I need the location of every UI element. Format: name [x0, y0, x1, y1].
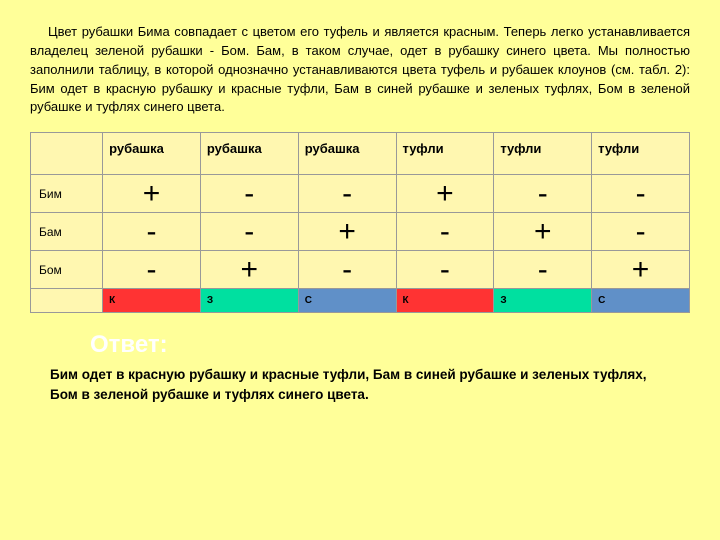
header-corner [31, 133, 103, 175]
answer-label: Ответ: [90, 331, 690, 359]
value-cell: - [396, 213, 494, 251]
color-row: К З С К З С [31, 289, 690, 313]
value-cell: + [298, 213, 396, 251]
logic-table: рубашка рубашка рубашка туфли туфли туфл… [30, 132, 690, 313]
color-cell-k: К [103, 289, 201, 313]
table-row: Бам - - + - + - [31, 213, 690, 251]
value-cell: + [103, 175, 201, 213]
table-row: Бим + - - + - - [31, 175, 690, 213]
value-cell: - [103, 213, 201, 251]
value-cell: - [298, 251, 396, 289]
value-cell: - [494, 251, 592, 289]
header-cell: рубашка [200, 133, 298, 175]
value-cell: - [592, 175, 690, 213]
value-cell: - [103, 251, 201, 289]
value-cell: + [592, 251, 690, 289]
value-cell: + [396, 175, 494, 213]
color-row-blank [31, 289, 103, 313]
header-cell: туфли [396, 133, 494, 175]
row-name: Бом [31, 251, 103, 289]
color-cell-s: С [298, 289, 396, 313]
header-row: рубашка рубашка рубашка туфли туфли туфл… [31, 133, 690, 175]
header-cell: рубашка [298, 133, 396, 175]
color-cell-z: З [200, 289, 298, 313]
header-cell: туфли [494, 133, 592, 175]
value-cell: - [200, 213, 298, 251]
table-row: Бом - + - - - + [31, 251, 690, 289]
header-cell: туфли [592, 133, 690, 175]
row-name: Бим [31, 175, 103, 213]
value-cell: - [396, 251, 494, 289]
value-cell: - [298, 175, 396, 213]
header-cell: рубашка [103, 133, 201, 175]
row-name: Бам [31, 213, 103, 251]
value-cell: - [494, 175, 592, 213]
value-cell: - [200, 175, 298, 213]
color-cell-z: З [494, 289, 592, 313]
answer-text: Бим одет в красную рубашку и красные туф… [50, 365, 670, 406]
color-cell-s: С [592, 289, 690, 313]
color-cell-k: К [396, 289, 494, 313]
value-cell: + [494, 213, 592, 251]
value-cell: - [592, 213, 690, 251]
value-cell: + [200, 251, 298, 289]
intro-paragraph: Цвет рубашки Бима совпадает с цветом его… [30, 23, 690, 117]
